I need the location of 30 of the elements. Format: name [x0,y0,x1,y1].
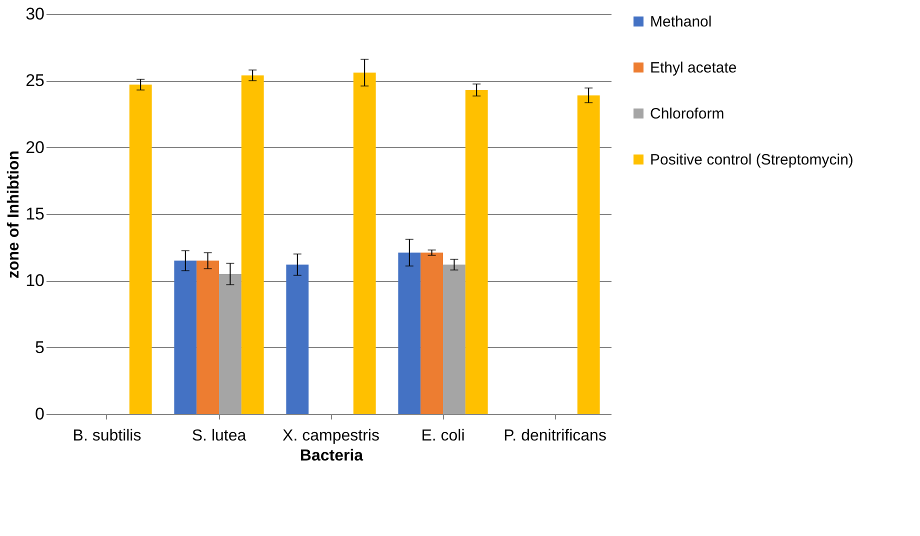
legend-label: Methanol [650,14,712,30]
bar [577,95,600,414]
y-tick-label: 10 [26,271,44,290]
y-tick-label: 20 [26,138,44,157]
y-tick-label: 0 [35,404,44,424]
bar [465,90,488,414]
x-tick-label: E. coli [421,428,465,444]
bar [353,72,376,414]
legend-label: Chloroform [650,106,724,122]
bar [241,75,264,414]
legend-label: Positive control (Streptomycin) [650,152,854,168]
bar [286,264,309,414]
bar [219,274,242,414]
y-tick-label: 30 [26,4,44,24]
legend-label: Ethyl acetate [650,60,737,76]
y-tick-label: 5 [35,338,44,357]
bar [129,84,152,414]
bar [174,260,197,414]
y-tick-label: 25 [26,71,44,90]
bar [196,260,219,414]
bar [443,264,466,414]
x-tick-label: X. campestris [282,428,380,444]
bar [420,252,443,414]
y-tick-label: 15 [26,204,44,224]
x-tick-label: S. lutea [192,428,246,444]
y-axis-title: zone of Inhibtion [6,150,23,278]
x-tick-label: B. subtilis [72,428,142,444]
x-axis-title: Bacteria [300,448,364,464]
x-tick-label: P. denitrificans [504,428,606,444]
bar [398,252,421,414]
